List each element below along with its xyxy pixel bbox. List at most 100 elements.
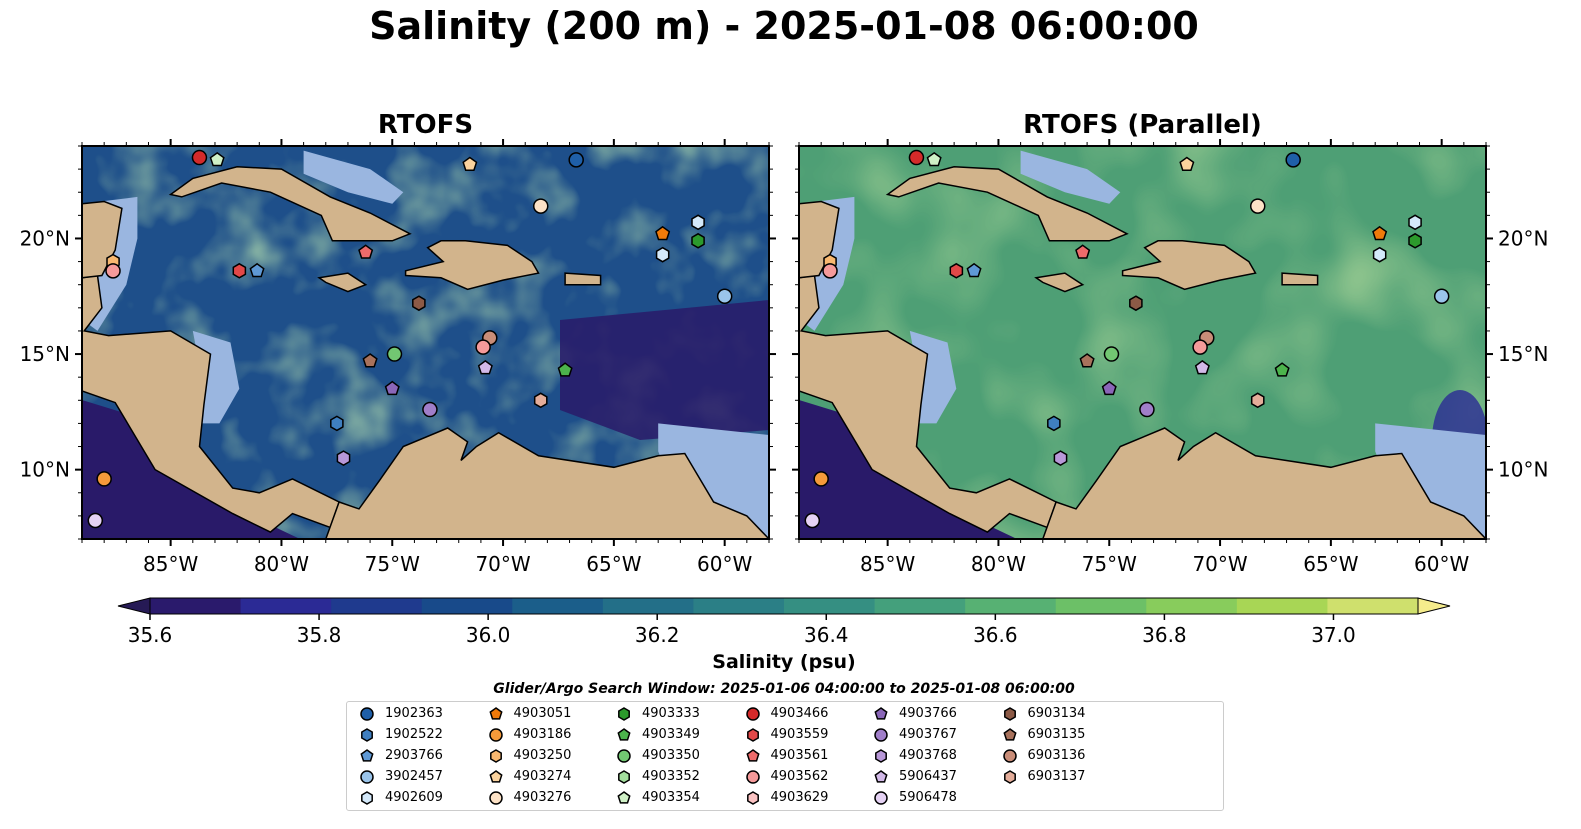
landmass-puerto-rico xyxy=(1281,272,1319,286)
legend-label: 4903561 xyxy=(770,748,829,763)
continental-shelf xyxy=(1375,423,1486,539)
platform-marker-4903767 xyxy=(1139,401,1155,418)
legend-marker-shape xyxy=(488,769,503,783)
colorbar-under-extension xyxy=(117,597,151,615)
legend-item-4903767: 4903767 xyxy=(873,725,957,745)
colorbar-tick-label: 35.6 xyxy=(128,623,173,647)
platform-marker-4903051 xyxy=(655,225,671,241)
legend-marker-shape xyxy=(618,706,630,721)
landmass-florida xyxy=(950,111,999,134)
legend-marker-shape xyxy=(360,706,374,721)
figure-title: Salinity (200 m) - 2025-01-08 06:00:00 xyxy=(369,4,1199,48)
legend-label: 4903466 xyxy=(770,706,829,721)
legend-marker-shape xyxy=(1002,727,1017,741)
legend-marker-hexagon-icon xyxy=(875,748,887,763)
legend-marker-shape xyxy=(874,769,888,783)
legend-label: 3902457 xyxy=(385,769,443,784)
legend-item-4903561: 4903561 xyxy=(745,746,829,766)
platform-marker-4903274 xyxy=(462,156,478,171)
platform-marker-4903767 xyxy=(422,401,438,418)
colorbar-tick-label: 37.0 xyxy=(1311,623,1356,647)
lon-tick-label: 85°W xyxy=(860,552,915,576)
legend-label: 4903559 xyxy=(770,727,829,742)
legend-marker-shape xyxy=(617,727,631,741)
lon-tick-label: 70°W xyxy=(475,552,530,576)
colorbar-segment xyxy=(693,598,785,614)
platform-marker-4903561 xyxy=(358,244,374,259)
legend-marker-shape xyxy=(361,790,373,805)
landmass-puerto-rico xyxy=(564,272,602,286)
legend-label: 4903767 xyxy=(899,727,957,742)
continental-shelf xyxy=(1020,150,1121,204)
panel-title-rtofs-parallel: RTOFS (Parallel) xyxy=(1023,110,1262,140)
legend-marker-circle-icon xyxy=(360,706,374,721)
lon-tick-label: 80°W xyxy=(254,552,309,576)
legend-marker-shape xyxy=(874,706,888,720)
platform-marker-4903559 xyxy=(949,262,964,279)
legend-marker-hexagon-icon xyxy=(1003,706,1016,721)
legend-label: 6903134 xyxy=(1027,706,1086,721)
platform-marker-2903766 xyxy=(966,262,982,278)
colorbar-segment xyxy=(1236,598,1329,614)
legend-marker-circle-icon xyxy=(617,748,631,763)
landmass-cuba xyxy=(885,166,1129,242)
platform-marker-5906478 xyxy=(87,512,104,529)
landmass-florida xyxy=(233,111,282,134)
legend-item-6903136: 6903136 xyxy=(1002,746,1085,766)
colorbar-segment xyxy=(240,598,332,614)
legend-item-1902363: 1902363 xyxy=(359,704,443,724)
legend-label: 1902522 xyxy=(385,727,443,742)
legend-item-6903134: 6903134 xyxy=(1002,704,1086,724)
platform-marker-1902363 xyxy=(568,152,584,168)
landmass-yucatan xyxy=(82,200,123,279)
legend-marker-circle-icon xyxy=(745,706,760,721)
landmass-yucatan xyxy=(799,200,840,279)
legend-item-4903562: 4903562 xyxy=(745,767,829,787)
platform-marker-4903562 xyxy=(822,263,838,279)
landmass-jamaica xyxy=(317,272,368,293)
legend-marker-shape xyxy=(360,748,374,762)
colorbar-segment xyxy=(421,598,513,614)
legend-marker-circle-icon xyxy=(488,727,503,742)
colorbar-segment xyxy=(1055,598,1147,614)
platform-marker-6903134 xyxy=(1129,295,1143,312)
platform-marker-4903349 xyxy=(1274,362,1290,377)
search-window-caption: Glider/Argo Search Window: 2025-01-06 04… xyxy=(493,681,1075,697)
legend-marker-shape xyxy=(1003,706,1016,721)
legend-item-4903352: 4903352 xyxy=(616,767,700,787)
legend-marker-pentagon-icon xyxy=(617,790,631,804)
platform-marker-4903466 xyxy=(191,149,208,166)
legend-label: 4903354 xyxy=(642,790,700,805)
land-right xyxy=(799,111,1486,539)
platform-marker-5906478 xyxy=(804,512,821,529)
lon-tick-label: 65°W xyxy=(586,552,641,576)
platform-marker-4903562 xyxy=(105,263,121,279)
lat-tick-label: 20°N xyxy=(1498,226,1548,250)
legend-marker-hexagon-icon xyxy=(746,727,759,742)
legend-item-4903333: 4903333 xyxy=(616,704,700,724)
legend-marker-hexagon-icon xyxy=(746,790,759,805)
platform-marker-6903137 xyxy=(533,392,548,409)
legend-item-6903135: 6903135 xyxy=(1002,725,1085,745)
legend-label: 5906478 xyxy=(899,790,957,805)
legend-marker-shape xyxy=(745,769,760,784)
legend-marker-shape xyxy=(746,727,759,742)
panel-title-rtofs: RTOFS xyxy=(377,110,474,140)
colorbar-segment xyxy=(1146,598,1238,614)
platform-marker-4903768 xyxy=(1053,450,1068,466)
platform-marker-4903350 xyxy=(386,346,403,362)
colorbar-tick-label: 36.4 xyxy=(804,623,849,647)
landmass-south-america xyxy=(1042,427,1486,539)
platform-marker-4903276 xyxy=(1249,198,1266,214)
landmass-jamaica xyxy=(1034,272,1085,293)
platform-marker-1902522 xyxy=(1047,415,1061,432)
platform-marker-4903354 xyxy=(926,151,942,167)
legend-item-6903137: 6903137 xyxy=(1002,767,1085,787)
legend-marker-shape xyxy=(617,790,631,804)
platform-marker-4902609 xyxy=(655,246,670,263)
platform-marker-6903135 xyxy=(1079,353,1095,368)
platform-marker-5906437 xyxy=(1194,359,1210,375)
legend-label: 4903562 xyxy=(770,769,829,784)
landmass-hispaniola xyxy=(1121,240,1257,291)
platform-marker-4903562 xyxy=(475,339,491,355)
